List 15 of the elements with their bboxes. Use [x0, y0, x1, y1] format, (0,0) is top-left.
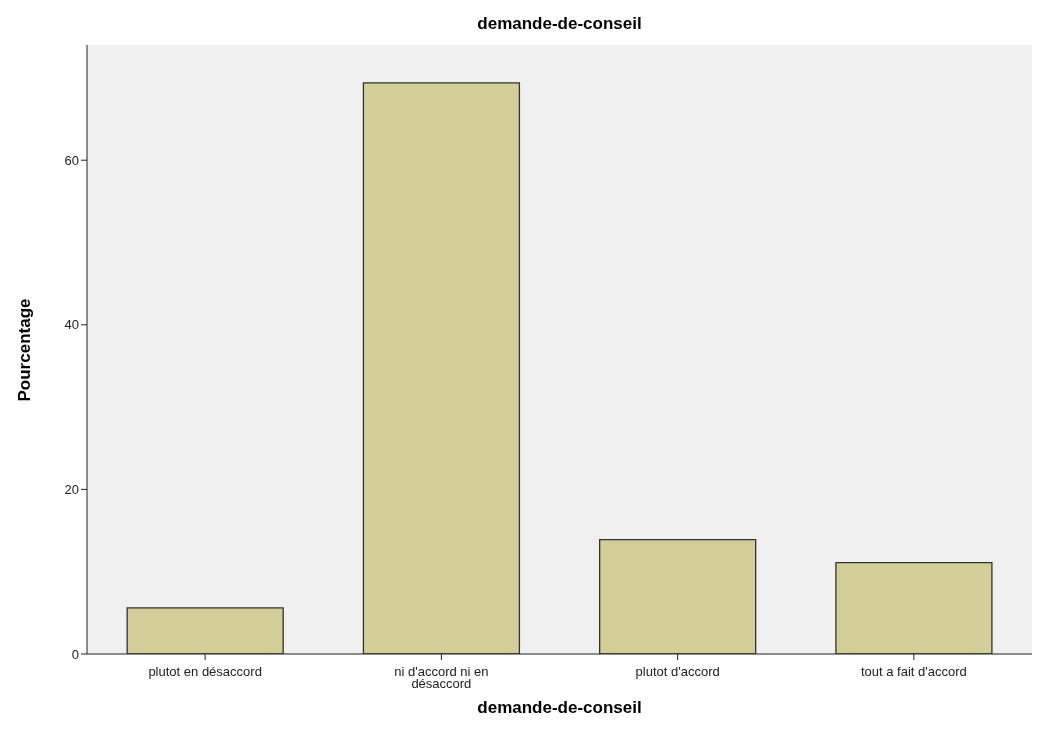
x-tick-label: plutot en désaccord [148, 664, 262, 679]
y-tick-label: 0 [71, 646, 79, 662]
bar [126, 607, 284, 654]
chart-title: demande-de-conseil [476, 14, 643, 34]
y-tick-label: 40 [64, 317, 79, 333]
bar [362, 82, 521, 654]
x-tick-label: ni d'accord ni en désaccord [394, 664, 489, 691]
y-axis-title: Pourcentage [15, 298, 35, 401]
bar [835, 562, 993, 654]
x-axis-title: demande-de-conseil [476, 698, 643, 718]
bar [599, 538, 757, 654]
y-tick-label: 20 [64, 482, 79, 498]
y-tick-label: 60 [64, 152, 79, 168]
x-tick-label: tout a fait d'accord [860, 664, 967, 679]
x-tick-label: plutot d'accord [635, 664, 720, 679]
